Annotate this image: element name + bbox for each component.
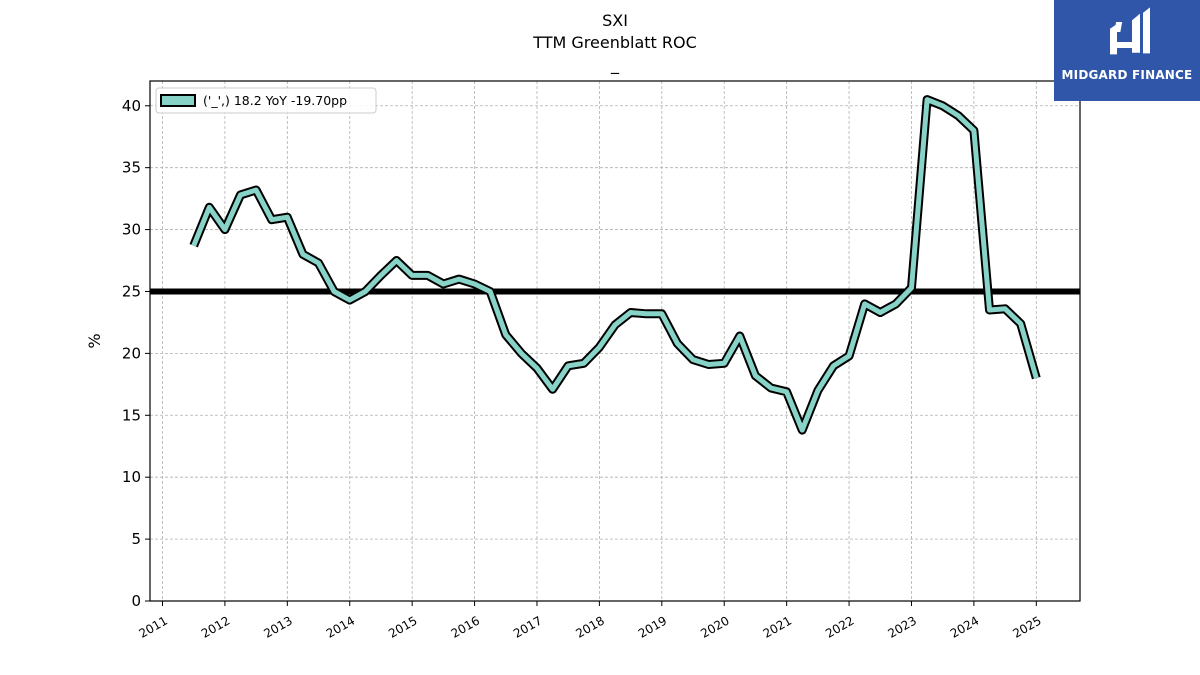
y-tick-label: 15 — [122, 406, 141, 424]
x-axis: 2011 2012 2013 2014 2015 2016 2017 2018 2019 2020… — [137, 601, 1044, 641]
x-tick-label: 2012 — [199, 613, 232, 640]
y-tick-label: 25 — [122, 282, 141, 300]
legend-label: ('_',) 18.2 YoY -19.70pp — [203, 93, 347, 108]
y-tick-label: 20 — [122, 344, 141, 362]
x-tick-label: 2024 — [948, 613, 981, 640]
x-tick-label: 2013 — [261, 613, 294, 640]
series-group — [189, 95, 1041, 435]
x-tick-label: 2011 — [137, 613, 170, 640]
x-tick-label: 2015 — [386, 613, 419, 640]
x-tick-label: 2023 — [886, 613, 919, 640]
y-tick-label: 35 — [122, 159, 141, 177]
x-tick-label: 2022 — [823, 613, 856, 640]
chart-title-metric: TTM Greenblatt ROC — [533, 33, 697, 52]
y-axis: 0 5 10 15 20 25 30 35 40 — [122, 97, 150, 610]
midgard-finance-logo: MIDGARD FINANCE — [1054, 0, 1200, 101]
logo-text: MIDGARD FINANCE — [1061, 68, 1193, 82]
legend: ('_',) 18.2 YoY -19.70pp — [155, 87, 377, 114]
y-tick-label: 10 — [122, 468, 141, 486]
y-tick-label: 5 — [131, 530, 141, 548]
y-axis-label: % — [85, 333, 104, 348]
x-tick-label: 2016 — [449, 613, 482, 640]
x-tick-label: 2017 — [511, 613, 544, 640]
chart-subtitle: _ — [611, 55, 619, 74]
x-tick-label: 2014 — [324, 613, 357, 640]
y-tick-label: 40 — [122, 97, 141, 115]
x-tick-label: 2019 — [636, 613, 669, 640]
plot-frame — [149, 80, 1081, 602]
x-tick-label: 2025 — [1010, 613, 1043, 640]
chart-title-ticker: SXI — [602, 11, 628, 30]
logo-mark-icon — [1110, 7, 1150, 55]
y-tick-label: 0 — [131, 592, 141, 610]
x-tick-label: 2018 — [573, 613, 606, 640]
series-line — [191, 97, 1039, 433]
x-tick-label: 2020 — [698, 613, 731, 640]
legend-frame — [155, 87, 377, 114]
x-tick-label: 2021 — [761, 613, 794, 640]
legend-swatch — [160, 94, 196, 107]
grid — [150, 81, 1080, 602]
y-tick-label: 30 — [122, 221, 141, 239]
